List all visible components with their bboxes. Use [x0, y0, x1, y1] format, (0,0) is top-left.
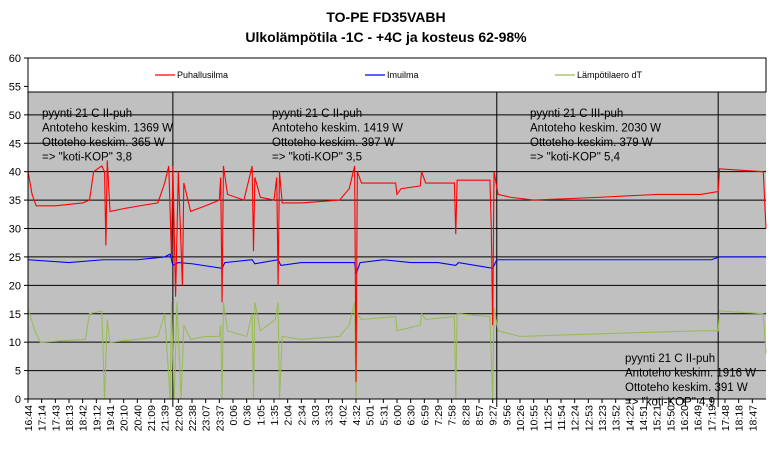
- x-tick-label: 4:32: [351, 405, 363, 426]
- legend-label: Imuilma: [387, 70, 419, 80]
- y-tick-label: 45: [9, 138, 21, 150]
- x-tick-label: 23:07: [201, 405, 213, 431]
- x-tick-label: 19:12: [91, 405, 103, 431]
- y-tick-label: 5: [15, 366, 21, 378]
- x-tick-label: 12:53: [583, 405, 595, 431]
- annotation-line: Antoteho keskim. 1916 W: [625, 368, 756, 380]
- x-tick-label: 14:22: [624, 405, 636, 431]
- annotation-line: Ottoteho keskim. 397 W: [272, 137, 395, 149]
- annotation-line: Antoteho keskim. 2030 W: [530, 123, 661, 135]
- x-tick-label: 17:48: [720, 405, 732, 431]
- x-tick-label: 23:37: [214, 405, 226, 431]
- x-tick-label: 5:01: [365, 405, 377, 426]
- series-line-imuilma: [27, 253, 766, 275]
- y-tick-label: 0: [15, 394, 21, 406]
- x-tick-label: 17:14: [37, 405, 49, 431]
- x-tick-label: 13:52: [611, 405, 623, 431]
- x-tick-label: 3:33: [324, 405, 336, 426]
- chart-title: TO-PE FD35VABH: [326, 9, 445, 25]
- annotation-line: Ottoteho keskim. 391 W: [625, 382, 748, 394]
- x-tick-label: 11:25: [542, 405, 554, 431]
- y-tick-label: 40: [9, 167, 21, 179]
- annotation-line: Antoteho keskim. 1419 W: [272, 123, 403, 135]
- x-tick-label: 16:20: [679, 405, 691, 431]
- x-tick-label: 15:50: [665, 405, 677, 431]
- x-tick-label: 1:35: [269, 405, 281, 426]
- x-tick-label: 11:54: [556, 405, 568, 431]
- x-tick-label: 15:21: [652, 405, 664, 431]
- x-tick-label: 18:13: [64, 405, 76, 431]
- x-tick-label: 10:26: [515, 405, 527, 431]
- y-tick-label: 10: [9, 337, 21, 349]
- x-tick-label: 4:02: [337, 405, 349, 426]
- x-tick-label: 12:24: [570, 405, 582, 431]
- annotation-line: Ottoteho keskim. 365 W: [42, 137, 165, 149]
- legend: [27, 57, 767, 93]
- x-tick-label: 20:10: [119, 405, 131, 431]
- x-tick-label: 2:34: [296, 405, 308, 426]
- annotation-line: Antoteho keskim. 1369 W: [42, 123, 173, 135]
- x-tick-label: 21:39: [160, 405, 172, 431]
- x-tick-label: 8:28: [460, 405, 472, 426]
- x-tick-label: 20:40: [132, 405, 144, 431]
- x-tick-label: 17:43: [50, 405, 62, 431]
- y-tick-label: 60: [9, 53, 21, 65]
- annotation-line: pyynti 21 C II-puh: [42, 108, 132, 120]
- x-tick-label: 16:49: [693, 405, 705, 431]
- annotation-line: => "koti-KOP" 5,4: [530, 152, 621, 164]
- y-tick-label: 20: [9, 280, 21, 292]
- x-tick-label: 6:59: [419, 405, 431, 426]
- x-tick-label: 9:56: [501, 405, 513, 426]
- chart-subtitle: Ulkolämpötila -1C - +4C ja kosteus 62-98…: [245, 29, 527, 45]
- x-tick-label: 3:03: [310, 405, 322, 426]
- y-tick-label: 30: [9, 224, 21, 236]
- annotation-line: pyynti 21 C II-puh: [272, 108, 362, 120]
- annotation-line: => "koti-KOP" 4,9: [625, 397, 715, 409]
- x-tick-label: 21:09: [146, 405, 158, 431]
- series-line-puhallusilma: [27, 160, 767, 382]
- x-tick-label: 14:51: [638, 405, 650, 431]
- y-tick-label: 35: [9, 195, 21, 207]
- x-tick-label: 22:38: [187, 405, 199, 431]
- x-tick-label: 18:18: [734, 405, 746, 431]
- legend-label: Puhallusilma: [177, 70, 228, 80]
- x-tick-label: 2:04: [283, 405, 295, 426]
- x-tick-label: 13:23: [597, 405, 609, 431]
- annotation-line: => "koti-KOP" 3,8: [42, 152, 132, 164]
- x-tick-label: 5:31: [378, 405, 390, 426]
- x-tick-label: 17:19: [706, 405, 718, 431]
- x-tick-label: 7:58: [447, 405, 459, 426]
- x-tick-label: 0:36: [242, 405, 254, 426]
- x-tick-label: 9:27: [488, 405, 500, 426]
- y-tick-label: 15: [9, 309, 21, 321]
- annotation-line: => "koti-KOP" 3,5: [272, 152, 362, 164]
- x-tick-label: 8:57: [474, 405, 486, 426]
- x-tick-label: 18:42: [78, 405, 90, 431]
- x-tick-label: 0:06: [228, 405, 240, 426]
- annotation-line: pyynti 21 C III-puh: [530, 108, 623, 120]
- legend-label: Lämpötilaero dT: [577, 70, 643, 80]
- y-tick-label: 55: [9, 81, 21, 93]
- x-tick-label: 18:47: [747, 405, 759, 431]
- x-tick-label: 1:05: [255, 405, 267, 426]
- x-tick-label: 7:29: [433, 405, 445, 426]
- x-tick-label: 6:00: [392, 405, 404, 426]
- annotation-line: Ottoteho keskim. 379 W: [530, 137, 653, 149]
- series-line-l-mp-tilaero-dt: [27, 302, 767, 400]
- x-tick-label: 10:55: [529, 405, 541, 431]
- x-tick-label: 16:44: [23, 405, 35, 431]
- x-tick-label: 6:30: [406, 405, 418, 426]
- y-tick-label: 50: [9, 110, 21, 122]
- x-tick-label: 22:08: [173, 405, 185, 431]
- y-tick-label: 25: [9, 252, 21, 264]
- annotation-line: pyynti 21 C II-puh: [625, 353, 715, 365]
- x-tick-label: 19:41: [105, 405, 117, 431]
